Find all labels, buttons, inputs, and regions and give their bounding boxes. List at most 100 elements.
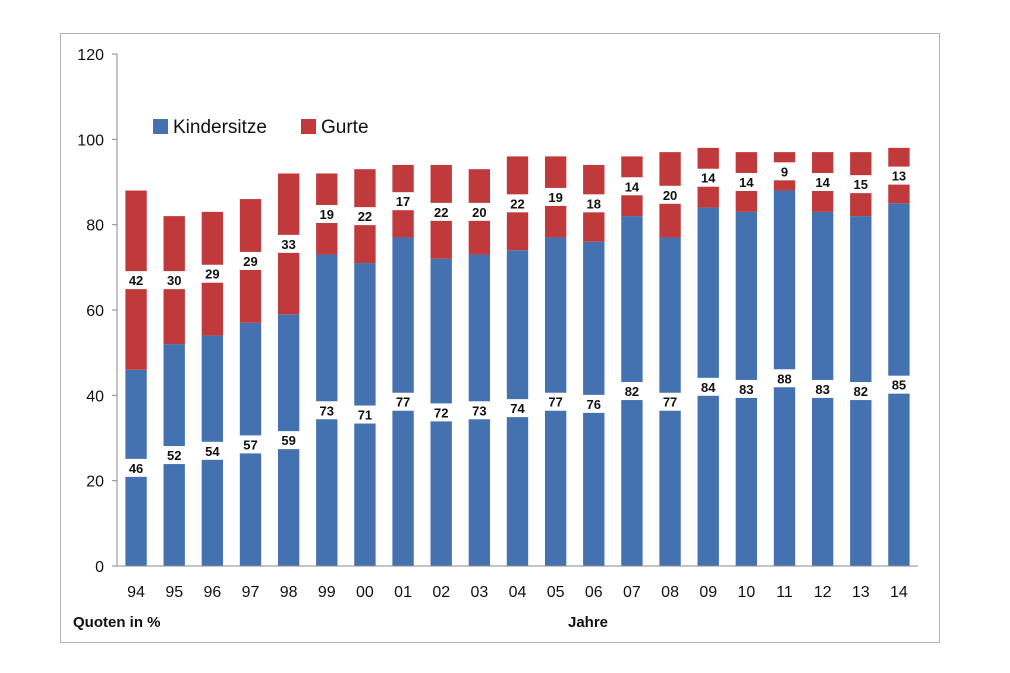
value-label-gurte-08: 20: [663, 188, 677, 203]
value-label-bg: [885, 166, 912, 185]
y-tick-label: 60: [86, 303, 104, 320]
y-tick-label: 120: [77, 47, 104, 64]
value-label-bg: [657, 185, 684, 204]
x-tick-label-08: 08: [661, 584, 679, 601]
value-label-gurte-03: 20: [472, 205, 486, 220]
value-label-bg: [428, 202, 455, 221]
x-axis: 94 95 96 97 98 99 00 01 02 03 04 05 06 07 08 09 10 11 12 13…: [117, 565, 918, 601]
y-tick-label: 40: [86, 388, 104, 405]
x-tick-label-04: 04: [509, 584, 527, 601]
x-tick-label-02: 02: [432, 584, 450, 601]
value-label-bg: [504, 194, 531, 213]
x-tick-label-13: 13: [852, 584, 870, 601]
value-label-bg: [542, 392, 569, 411]
value-label-bg: [161, 446, 188, 465]
value-labels: 46 42 52 30 54 29 57 29 59 33 73 19 71 22 77 17 72 22 73 20…: [123, 162, 912, 477]
value-label-bg: [657, 392, 684, 411]
y-axis: 0 20 40 60 80 100 120: [77, 47, 118, 576]
value-label-kindersitze-08: 77: [663, 395, 677, 410]
legend: Kindersitze Gurte: [153, 117, 369, 138]
value-label-kindersitze-13: 82: [854, 384, 868, 399]
value-label-bg: [618, 177, 645, 196]
value-label-bg: [809, 173, 836, 191]
value-label-kindersitze-11: 88: [777, 371, 791, 386]
x-tick-label-00: 00: [356, 584, 374, 601]
value-label-bg: [199, 264, 226, 283]
value-label-bg: [275, 234, 302, 253]
value-label-bg: [542, 187, 569, 206]
x-tick-label-07: 07: [623, 584, 641, 601]
legend-swatch-gurte: [301, 119, 316, 134]
x-tick-label-96: 96: [203, 584, 221, 601]
x-tick-label-98: 98: [280, 584, 298, 601]
value-label-bg: [733, 173, 760, 191]
y-tick-label: 20: [86, 474, 104, 491]
value-label-bg: [695, 168, 722, 187]
value-label-bg: [618, 382, 645, 401]
value-label-gurte-04: 22: [510, 196, 524, 211]
value-label-bg: [390, 192, 417, 211]
value-label-bg: [847, 175, 874, 194]
x-tick-label-12: 12: [814, 584, 832, 601]
value-label-kindersitze-97: 57: [243, 437, 257, 452]
value-label-gurte-96: 29: [205, 267, 219, 282]
value-label-bg: [351, 405, 378, 424]
value-label-gurte-13: 15: [854, 177, 868, 192]
x-tick-label-97: 97: [242, 584, 260, 601]
value-label-bg: [237, 251, 264, 270]
legend-label-kindersitze: Kindersitze: [173, 117, 267, 138]
value-label-gurte-95: 30: [167, 273, 181, 288]
value-label-gurte-98: 33: [281, 237, 295, 252]
x-tick-label-99: 99: [318, 584, 336, 601]
value-label-kindersitze-95: 52: [167, 448, 181, 463]
y-tick-label: 80: [86, 218, 104, 235]
value-label-bg: [847, 382, 874, 401]
value-label-kindersitze-14: 85: [892, 378, 906, 393]
legend-label-gurte: Gurte: [321, 117, 369, 138]
value-label-gurte-02: 22: [434, 205, 448, 220]
x-tick-label-11: 11: [776, 584, 793, 601]
value-label-gurte-11: 9: [781, 164, 788, 179]
value-label-kindersitze-07: 82: [625, 384, 639, 399]
value-label-kindersitze-96: 54: [205, 444, 220, 459]
value-label-bg: [275, 431, 302, 450]
value-label-gurte-10: 14: [739, 175, 754, 190]
x-tick-label-09: 09: [699, 584, 717, 601]
value-label-kindersitze-04: 74: [510, 401, 525, 416]
value-label-gurte-01: 17: [396, 194, 410, 209]
value-label-bg: [809, 379, 836, 398]
x-tick-label-01: 01: [394, 584, 412, 601]
value-label-bg: [123, 458, 150, 477]
y-tick-label: 100: [77, 132, 104, 149]
value-label-kindersitze-06: 76: [587, 397, 601, 412]
x-tick-label-10: 10: [737, 584, 755, 601]
value-label-kindersitze-10: 83: [739, 382, 753, 397]
value-label-gurte-94: 42: [129, 273, 143, 288]
legend-swatch-kindersitze: [153, 119, 168, 134]
value-label-bg: [466, 202, 493, 221]
value-label-kindersitze-05: 77: [548, 395, 562, 410]
x-axis-title: Jahre: [568, 614, 608, 631]
value-label-bg: [123, 271, 150, 290]
value-label-kindersitze-03: 73: [472, 403, 486, 418]
value-label-kindersitze-00: 71: [358, 408, 372, 423]
value-label-bg: [313, 401, 340, 420]
value-label-gurte-07: 14: [625, 179, 640, 194]
value-label-kindersitze-12: 83: [815, 382, 829, 397]
value-label-bg: [580, 194, 607, 213]
value-label-gurte-99: 19: [320, 207, 334, 222]
value-label-bg: [428, 403, 455, 422]
value-label-kindersitze-94: 46: [129, 461, 143, 476]
value-label-bg: [390, 392, 417, 411]
value-label-gurte-12: 14: [815, 175, 830, 190]
y-tick-label: 0: [95, 559, 104, 576]
value-label-kindersitze-02: 72: [434, 405, 448, 420]
value-label-bg: [695, 377, 722, 396]
x-tick-label-14: 14: [890, 584, 908, 601]
x-tick-label-06: 06: [585, 584, 603, 601]
value-label-bg: [351, 207, 378, 226]
y-axis-title: Quoten in %: [73, 614, 161, 631]
x-tick-label-94: 94: [127, 584, 145, 601]
x-tick-label-03: 03: [470, 584, 488, 601]
